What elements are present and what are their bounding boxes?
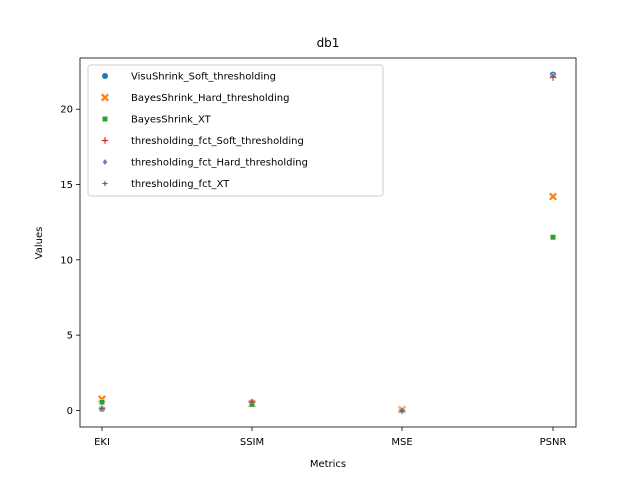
legend-box [87,64,384,197]
data-point [398,407,406,415]
legend-entry: BayesShrink_XT [131,115,212,126]
y-axis-label: Values [34,227,45,260]
data-point [549,192,557,201]
y-tick-label: 20 [60,105,73,116]
legend-entry: VisuShrink_Soft_thresholding [131,72,276,83]
data-point [98,405,106,413]
data-point [550,234,556,241]
axes-frame [79,57,577,428]
y-tick-label: 10 [60,255,73,266]
y-tick-label: 0 [67,406,73,417]
legend-entry: thresholding_fct_Soft_thresholding [131,136,304,147]
legend: VisuShrink_Soft_thresholding BayesShrink_… [87,64,384,197]
legend-marker [101,137,109,144]
x-tick-label: MSE [391,437,412,448]
legend-entry: BayesShrink_Hard_thresholding [131,93,289,104]
legend-entry: thresholding_fct_XT [131,179,230,190]
x-axis-label: Metrics [310,459,346,470]
data-point [248,398,256,406]
y-tick-label: 5 [67,331,73,342]
legend-marker [101,93,109,102]
data-point [549,73,557,81]
plot-area: EKI SSIM MSE PSNR 0 5 10 15 20 [60,57,577,448]
chart-title: db1 [317,36,340,50]
x-tick-label: SSIM [240,437,264,448]
legend-marker [101,72,109,80]
legend-marker [101,179,109,188]
x-tick-label: PSNR [540,437,567,448]
legend-entry: thresholding_fct_Hard_thresholding [131,158,308,169]
data-point [99,399,105,406]
y-tick-label: 15 [60,180,73,191]
legend-marker [102,116,108,122]
x-tick-label: EKI [94,437,110,448]
legend-marker [102,158,108,166]
